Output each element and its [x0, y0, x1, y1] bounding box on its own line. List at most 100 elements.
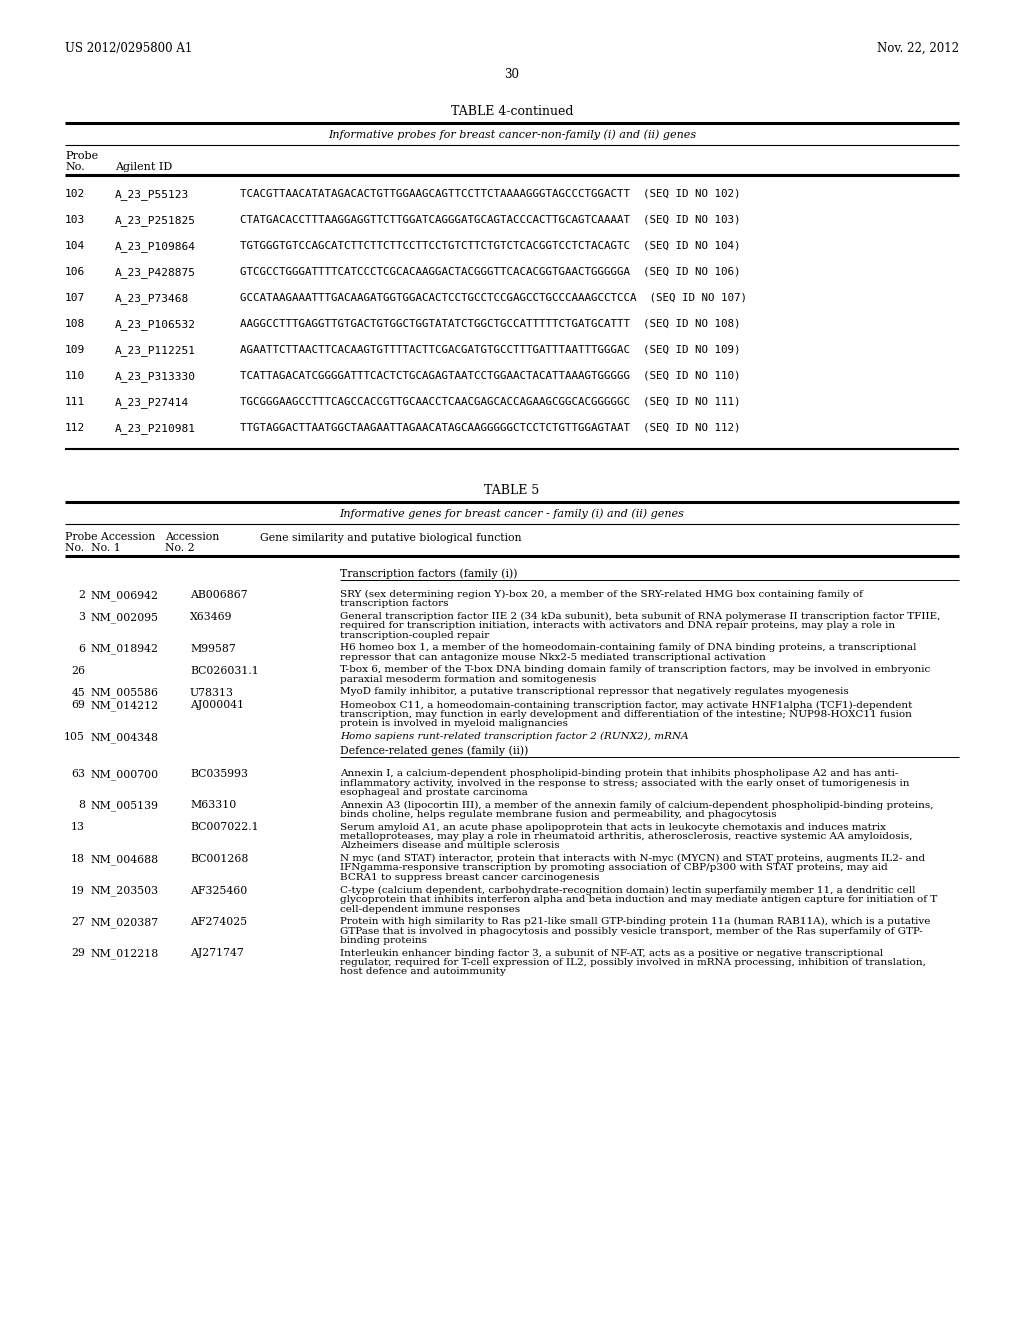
Text: 105: 105: [65, 733, 85, 742]
Text: transcription-coupled repair: transcription-coupled repair: [340, 631, 489, 640]
Text: 45: 45: [72, 688, 85, 697]
Text: Informative probes for breast cancer-non-family (i) and (ii) genes: Informative probes for breast cancer-non…: [328, 129, 696, 140]
Text: CTATGACACCTTTAAGGAGGTTCTTGGATCAGGGATGCAGTACCCACTTGCAGTCAAAAT  (SEQ ID NO 103): CTATGACACCTTTAAGGAGGTTCTTGGATCAGGGATGCAG…: [240, 215, 740, 224]
Text: binds choline, helps regulate membrane fusion and permeability, and phagocytosis: binds choline, helps regulate membrane f…: [340, 810, 776, 818]
Text: NM_020387: NM_020387: [90, 917, 158, 928]
Text: 103: 103: [65, 215, 85, 224]
Text: binding proteins: binding proteins: [340, 936, 427, 945]
Text: TCACGTTAACATATAGACACTGTTGGAAGCAGTTCCTTCTAAAAGGGTAGCCCTGGACTT  (SEQ ID NO 102): TCACGTTAACATATAGACACTGTTGGAAGCAGTTCCTTCT…: [240, 189, 740, 199]
Text: Homo sapiens runt-related transcription factor 2 (RUNX2), mRNA: Homo sapiens runt-related transcription …: [340, 733, 688, 741]
Text: M63310: M63310: [190, 800, 237, 810]
Text: 30: 30: [505, 69, 519, 81]
Text: A_23_P27414: A_23_P27414: [115, 397, 189, 408]
Text: GTPase that is involved in phagocytosis and possibly vesicle transport, member o: GTPase that is involved in phagocytosis …: [340, 927, 923, 936]
Text: Informative genes for breast cancer - family (i) and (ii) genes: Informative genes for breast cancer - fa…: [340, 508, 684, 519]
Text: A_23_P73468: A_23_P73468: [115, 293, 189, 304]
Text: Nov. 22, 2012: Nov. 22, 2012: [877, 42, 959, 55]
Text: T-box 6, member of the T-box DNA binding domain family of transcription factors,: T-box 6, member of the T-box DNA binding…: [340, 665, 930, 675]
Text: NM_000700: NM_000700: [90, 770, 158, 780]
Text: AGAATTCTTAACTTCACAAGTGTTTTACTTCGACGATGTGCCTTTGATTTAATTTGGGAC  (SEQ ID NO 109): AGAATTCTTAACTTCACAAGTGTTTTACTTCGACGATGTG…: [240, 345, 740, 355]
Text: transcription factors: transcription factors: [340, 599, 449, 609]
Text: U78313: U78313: [190, 688, 234, 697]
Text: NM_005139: NM_005139: [90, 800, 158, 812]
Text: 29: 29: [71, 949, 85, 958]
Text: AB006867: AB006867: [190, 590, 248, 601]
Text: C-type (calcium dependent, carbohydrate-recognition domain) lectin superfamily m: C-type (calcium dependent, carbohydrate-…: [340, 886, 915, 895]
Text: AF325460: AF325460: [190, 886, 247, 895]
Text: 108: 108: [65, 319, 85, 329]
Text: NM_005586: NM_005586: [90, 688, 158, 698]
Text: Accession: Accession: [165, 532, 219, 543]
Text: cell-dependent immune responses: cell-dependent immune responses: [340, 904, 520, 913]
Text: GTCGCCTGGGATTTTCATCCCTCGCACAAGGACTACGGGTTCACACGGTGAACTGGGGGA  (SEQ ID NO 106): GTCGCCTGGGATTTTCATCCCTCGCACAAGGACTACGGGT…: [240, 267, 740, 277]
Text: A_23_P106532: A_23_P106532: [115, 319, 196, 330]
Text: A_23_P109864: A_23_P109864: [115, 242, 196, 252]
Text: No.: No.: [65, 162, 85, 172]
Text: IFNgamma-responsive transcription by promoting association of CBP/p300 with STAT: IFNgamma-responsive transcription by pro…: [340, 863, 888, 873]
Text: 107: 107: [65, 293, 85, 304]
Text: host defence and autoimmunity: host defence and autoimmunity: [340, 968, 506, 977]
Text: TGTGGGTGTCCAGCATCTTCTTCTTCCTTCCTGTCTTCTGTCTCACGGTCCTCTACAGTC  (SEQ ID NO 104): TGTGGGTGTCCAGCATCTTCTTCTTCCTTCCTGTCTTCTG…: [240, 242, 740, 251]
Text: TGCGGGAAGCCTTTCAGCCACCGTTGCAACCTCAACGAGCACCAGAAGCGGCACGGGGGC  (SEQ ID NO 111): TGCGGGAAGCCTTTCAGCCACCGTTGCAACCTCAACGAGC…: [240, 397, 740, 407]
Text: GCCATAAGAAATTTGACAAGATGGTGGACACTCCTGCCTCCGAGCCTGCCCAAAGCCTCCA  (SEQ ID NO 107): GCCATAAGAAATTTGACAAGATGGTGGACACTCCTGCCTC…: [240, 293, 746, 304]
Text: M99587: M99587: [190, 644, 236, 653]
Text: 63: 63: [71, 770, 85, 779]
Text: 106: 106: [65, 267, 85, 277]
Text: NM_004688: NM_004688: [90, 854, 158, 865]
Text: Probe: Probe: [65, 150, 98, 161]
Text: AJ271747: AJ271747: [190, 949, 244, 958]
Text: No.  No. 1: No. No. 1: [65, 543, 121, 553]
Text: A_23_P112251: A_23_P112251: [115, 345, 196, 356]
Text: transcription, may function in early development and differentiation of the inte: transcription, may function in early dev…: [340, 710, 912, 719]
Text: BC026031.1: BC026031.1: [190, 665, 259, 676]
Text: NM_004348: NM_004348: [90, 733, 158, 743]
Text: 18: 18: [71, 854, 85, 865]
Text: 110: 110: [65, 371, 85, 381]
Text: 69: 69: [71, 701, 85, 710]
Text: Transcription factors (family (i)): Transcription factors (family (i)): [340, 568, 517, 578]
Text: No. 2: No. 2: [165, 543, 195, 553]
Text: Defence-related genes (family (ii)): Defence-related genes (family (ii)): [340, 744, 528, 755]
Text: Probe Accession: Probe Accession: [65, 532, 156, 543]
Text: glycoprotein that inhibits interferon alpha and beta induction and may mediate a: glycoprotein that inhibits interferon al…: [340, 895, 937, 904]
Text: 104: 104: [65, 242, 85, 251]
Text: A_23_P210981: A_23_P210981: [115, 422, 196, 434]
Text: US 2012/0295800 A1: US 2012/0295800 A1: [65, 42, 193, 55]
Text: MyoD family inhibitor, a putative transcriptional repressor that negatively regu: MyoD family inhibitor, a putative transc…: [340, 688, 849, 697]
Text: SRY (sex determining region Y)-box 20, a member of the SRY-related HMG box conta: SRY (sex determining region Y)-box 20, a…: [340, 590, 863, 599]
Text: A_23_P313330: A_23_P313330: [115, 371, 196, 381]
Text: H6 homeo box 1, a member of the homeodomain-containing family of DNA binding pro: H6 homeo box 1, a member of the homeodom…: [340, 644, 916, 652]
Text: BC007022.1: BC007022.1: [190, 822, 259, 833]
Text: 26: 26: [71, 665, 85, 676]
Text: NM_006942: NM_006942: [90, 590, 158, 601]
Text: 6: 6: [78, 644, 85, 653]
Text: TCATTAGACATCGGGGATTTCACTCTGCAGAGTAATCCTGGAACTACATTAAAGTGGGGG  (SEQ ID NO 110): TCATTAGACATCGGGGATTTCACTCTGCAGAGTAATCCTG…: [240, 371, 740, 381]
Text: 3: 3: [78, 612, 85, 622]
Text: 19: 19: [71, 886, 85, 895]
Text: paraxial mesoderm formation and somitogenesis: paraxial mesoderm formation and somitoge…: [340, 675, 596, 684]
Text: esophageal and prostate carcinoma: esophageal and prostate carcinoma: [340, 788, 527, 797]
Text: BCRA1 to suppress breast cancer carcinogenesis: BCRA1 to suppress breast cancer carcinog…: [340, 873, 599, 882]
Text: Annexin A3 (lipocortin III), a member of the annexin family of calcium-dependent: Annexin A3 (lipocortin III), a member of…: [340, 800, 934, 809]
Text: AJ000041: AJ000041: [190, 701, 244, 710]
Text: NM_012218: NM_012218: [90, 949, 159, 960]
Text: NM_018942: NM_018942: [90, 644, 158, 655]
Text: NM_002095: NM_002095: [90, 612, 158, 623]
Text: 27: 27: [71, 917, 85, 927]
Text: General transcription factor IIE 2 (34 kDa subunit), beta subunit of RNA polymer: General transcription factor IIE 2 (34 k…: [340, 612, 940, 622]
Text: A_23_P251825: A_23_P251825: [115, 215, 196, 226]
Text: A_23_P428875: A_23_P428875: [115, 267, 196, 279]
Text: required for transcription initiation, interacts with activators and DNA repair : required for transcription initiation, i…: [340, 622, 895, 631]
Text: NM_203503: NM_203503: [90, 886, 158, 896]
Text: Serum amyloid A1, an acute phase apolipoprotein that acts in leukocyte chemotaxi: Serum amyloid A1, an acute phase apolipo…: [340, 822, 886, 832]
Text: 13: 13: [71, 822, 85, 833]
Text: 102: 102: [65, 189, 85, 199]
Text: NM_014212: NM_014212: [90, 701, 158, 711]
Text: Alzheimers disease and multiple sclerosis: Alzheimers disease and multiple sclerosi…: [340, 842, 560, 850]
Text: 2: 2: [78, 590, 85, 601]
Text: Interleukin enhancer binding factor 3, a subunit of NF-AT, acts as a positive or: Interleukin enhancer binding factor 3, a…: [340, 949, 884, 957]
Text: 112: 112: [65, 422, 85, 433]
Text: A_23_P55123: A_23_P55123: [115, 189, 189, 199]
Text: TTGTAGGACTTAATGGCTAAGAATTAGAACATAGCAAGGGGGCTCCTCTGTTGGAGTAAT  (SEQ ID NO 112): TTGTAGGACTTAATGGCTAAGAATTAGAACATAGCAAGGG…: [240, 422, 740, 433]
Text: protein is involved in myeloid malignancies: protein is involved in myeloid malignanc…: [340, 719, 568, 729]
